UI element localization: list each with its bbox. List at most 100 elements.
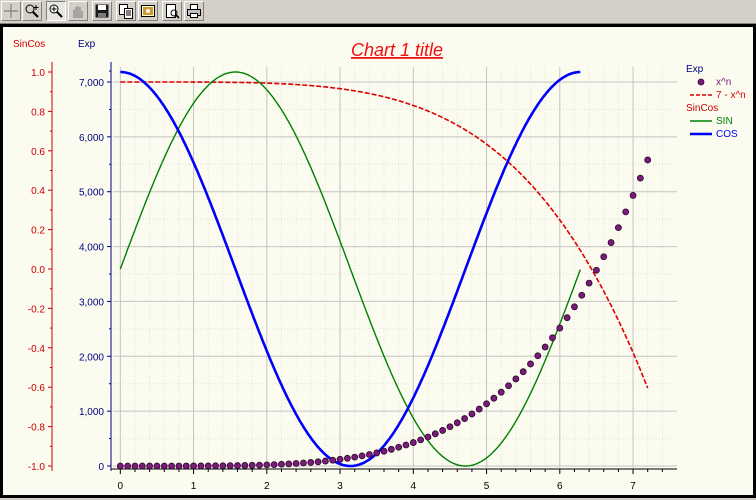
series-x-pow-n-point [497,388,505,396]
series-x-pow-n-point [409,439,417,446]
y-tick-label-exp: 1,000 [79,407,104,418]
series-x-pow-n-point [593,266,600,274]
series-cos-line [120,70,581,468]
properties-button[interactable] [138,1,158,21]
series-x-pow-n-point [241,462,249,469]
copy-icon [119,4,133,19]
series-x-pow-n-point [292,460,300,467]
zoom-button[interactable] [46,1,66,21]
series-x-pow-n-point [263,461,271,469]
legend-group-title: Exp [686,64,704,75]
save-button[interactable] [92,1,112,21]
legend-item-label: SIN [716,116,733,127]
crosshair-icon [4,4,18,18]
series-x-pow-n-point [556,324,564,332]
series-x-pow-n-point [131,462,139,470]
series-x-pow-n-point [629,192,637,199]
series-group [116,70,652,470]
series-x-pow-n-point [256,461,263,469]
series-x-pow-n-point [358,452,366,460]
series-x-pow-n-point [116,462,124,470]
y-axis-exp-label: Exp [78,39,96,50]
x-tick-label: 2 [264,481,270,492]
series-x-pow-n-point [431,430,439,438]
y-tick-label-sincos: -1.0 [28,462,46,473]
series-x-pow-n-point [468,410,476,418]
series-x-pow-n-point [343,454,351,462]
series-x-pow-n-point [300,459,307,467]
crosshair-button[interactable] [1,1,21,21]
series-x-pow-n-point [519,368,527,376]
series-x-pow-n-point [373,449,381,457]
series-x-pow-n-point [512,375,520,383]
series-x-pow-n-point [615,224,622,232]
series-x-pow-n-point [336,455,344,463]
series-x-pow-n-point [607,239,615,246]
x-tick-label: 3 [337,481,343,492]
series-x-pow-n-point [380,447,388,455]
y-tick-label-exp: 5,000 [79,188,104,199]
y-tick-label-sincos: 0.6 [31,147,45,158]
series-x-pow-n-point [527,360,534,368]
copy-button[interactable] [116,1,136,21]
chart-svg: SinCos Exp 1.0 0.8 0.6 0.4 0.2 0.0 -0.2 -0.4 -0.6 -… [13,39,746,492]
y-tick-label-sincos: -0.4 [28,344,46,355]
zoom-box-button[interactable] [22,1,42,21]
series-x-pow-n-point [270,461,278,468]
series-x-pow-n-point [534,352,542,360]
y-tick-label-sincos: -0.8 [28,423,46,434]
zoom-box-icon [25,4,39,18]
series-x-pow-n-point [278,460,285,468]
y-tick-label-sincos: 0.8 [31,107,45,118]
print-preview-button[interactable] [162,1,182,21]
series-x-pow-n-point [483,400,490,408]
print-button[interactable] [184,1,204,21]
y-tick-label-exp: 3,000 [79,297,104,308]
series-x-pow-n-point [124,462,132,470]
x-tick-label: 4 [411,481,417,492]
series-x-pow-n-point [417,436,425,444]
series-x-pow-n-point [578,291,586,299]
series-x-pow-n-point [322,457,329,465]
zoom-icon [49,4,63,18]
series-x-pow-n-point [314,458,322,466]
y-tick-label-sincos: 1.0 [31,68,45,79]
y-axis-sincos: 1.0 0.8 0.6 0.4 0.2 0.0 -0.2 -0.4 -0.6 -0.8 -1.0 [28,62,53,473]
y-axis-exp: 7,000 6,000 5,000 4,000 3,000 2,000 1,000 0 [79,62,112,473]
series-x-pow-n-point [175,462,183,470]
y-tick-label-exp: 2,000 [79,352,104,363]
pan-hand-button[interactable] [68,1,88,21]
series-x-pow-n-point [395,443,403,451]
series-x-pow-n-point [138,462,146,470]
series-x-pow-n-point [600,253,608,261]
y-tick-label-exp: 4,000 [79,243,104,254]
series-x-pow-n-point [197,462,205,470]
series-x-pow-n-point [234,462,241,469]
legend: Exp x^n 7 - x^n SinCos SIN COS [686,64,746,140]
x-tick-label: 0 [118,481,124,492]
series-x-pow-n-point [329,456,337,464]
grid-lines [113,67,677,468]
series-x-pow-n-point [351,453,359,461]
series-x-pow-n-point [402,441,410,449]
y-axis-sincos-label: SinCos [13,39,45,50]
y-tick-label-exp: 6,000 [79,133,104,144]
legend-group-title: SinCos [686,103,718,114]
y-tick-label-sincos: -0.2 [28,304,46,315]
series-x-pow-n-point [219,462,227,470]
series-x-pow-n-point [549,334,556,342]
series-x-pow-n-point [212,462,219,470]
series-x-pow-n-point [248,461,256,469]
legend-marker-x-pow-n [697,78,705,86]
series-x-pow-n-point [424,433,432,441]
series-x-pow-n-point [168,462,175,470]
series-x-pow-n-point [475,405,483,413]
save-icon [95,4,109,18]
print-icon [187,4,201,18]
series-x-pow-n-point [439,427,447,434]
series-x-pow-n-point [153,462,161,470]
legend-item-label: 7 - x^n [716,90,746,101]
series-x-pow-n-point [461,415,468,422]
series-x-pow-n-point [285,460,293,468]
series-x-pow-n-point [490,394,498,402]
